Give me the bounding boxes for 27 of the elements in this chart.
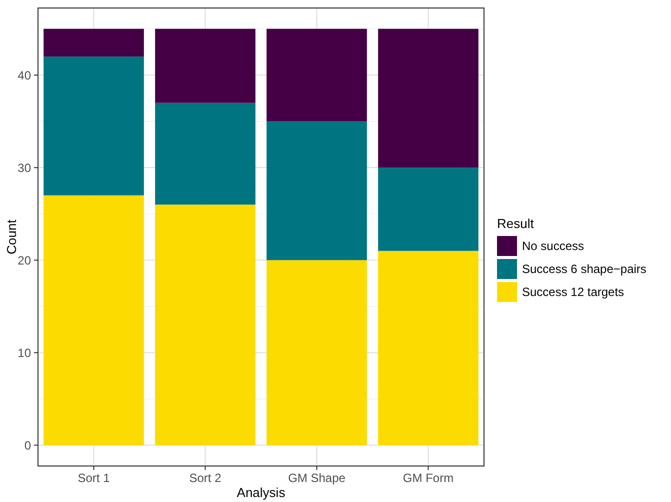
y-tick-label: 40 — [18, 68, 32, 82]
x-tick-label: GM Shape — [288, 471, 346, 485]
bar — [266, 121, 367, 260]
bar — [155, 102, 256, 205]
legend-title: Result — [497, 216, 534, 231]
bar — [378, 168, 478, 251]
bar — [155, 28, 256, 103]
bar — [378, 28, 478, 168]
y-tick-label: 10 — [18, 346, 32, 360]
y-axis-title: Count — [4, 219, 19, 254]
bar — [44, 56, 144, 196]
y-tick-label: 30 — [18, 160, 32, 175]
y-tick-label: 0 — [24, 438, 32, 452]
legend-label: Success 6 shape−pairs — [522, 262, 646, 276]
bar — [44, 195, 144, 446]
bar — [266, 260, 367, 446]
bar — [155, 204, 256, 446]
x-tick-label: GM Form — [402, 471, 454, 485]
y-tick-label: 20 — [18, 253, 32, 268]
bar — [266, 28, 367, 122]
bar — [378, 250, 478, 446]
legend-label: Success 12 targets — [522, 285, 624, 300]
x-axis-title: Analysis — [236, 485, 286, 500]
bar — [44, 28, 144, 57]
legend-label: No success — [522, 239, 584, 254]
x-tick-label: Sort 1 — [78, 471, 110, 485]
x-tick-label: Sort 2 — [189, 471, 222, 485]
